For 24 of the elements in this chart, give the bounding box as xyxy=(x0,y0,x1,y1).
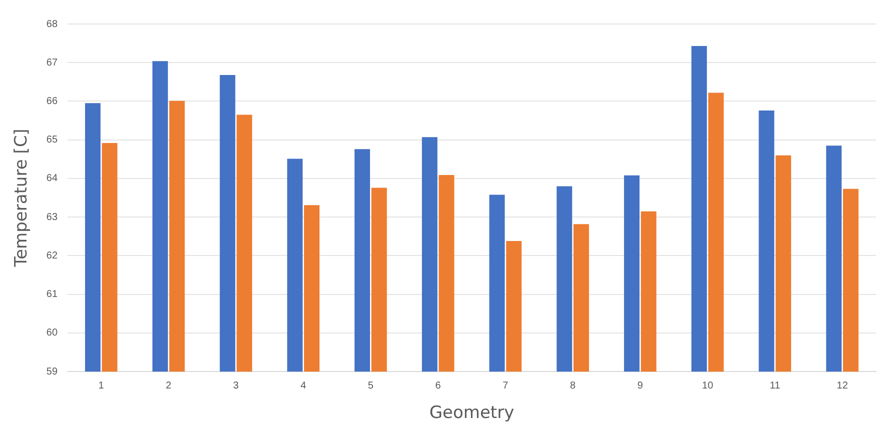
y-axis-title: Temperature [C] xyxy=(12,128,32,268)
x-tick-label: 11 xyxy=(770,380,781,392)
x-tick-label: 8 xyxy=(570,380,576,392)
x-tick-label: 3 xyxy=(233,380,240,392)
x-tick-label: 1 xyxy=(98,380,104,392)
x-tick-label: 7 xyxy=(502,380,509,392)
y-tick-label: 61 xyxy=(46,289,58,300)
y-tick-label: 67 xyxy=(46,57,58,68)
y-tick-label: 65 xyxy=(46,134,58,146)
y-tick-label: 66 xyxy=(46,96,58,107)
x-tick-label: 10 xyxy=(702,380,714,392)
y-tick-label: 60 xyxy=(46,328,58,339)
y-tick-label: 68 xyxy=(46,18,58,30)
y-tick-label: 64 xyxy=(46,173,58,184)
x-tick-label: 4 xyxy=(300,380,307,392)
x-tick-label: 2 xyxy=(166,380,172,392)
x-axis-title: Geometry xyxy=(429,403,514,424)
x-tick-label: 6 xyxy=(435,380,442,392)
y-tick-label: 63 xyxy=(46,212,58,223)
x-tick-label: 5 xyxy=(368,380,374,392)
x-tick-label: 12 xyxy=(836,380,848,392)
y-tick-label: 62 xyxy=(46,250,58,262)
x-tick-label: 9 xyxy=(637,380,644,392)
y-tick-label: 59 xyxy=(46,366,58,378)
